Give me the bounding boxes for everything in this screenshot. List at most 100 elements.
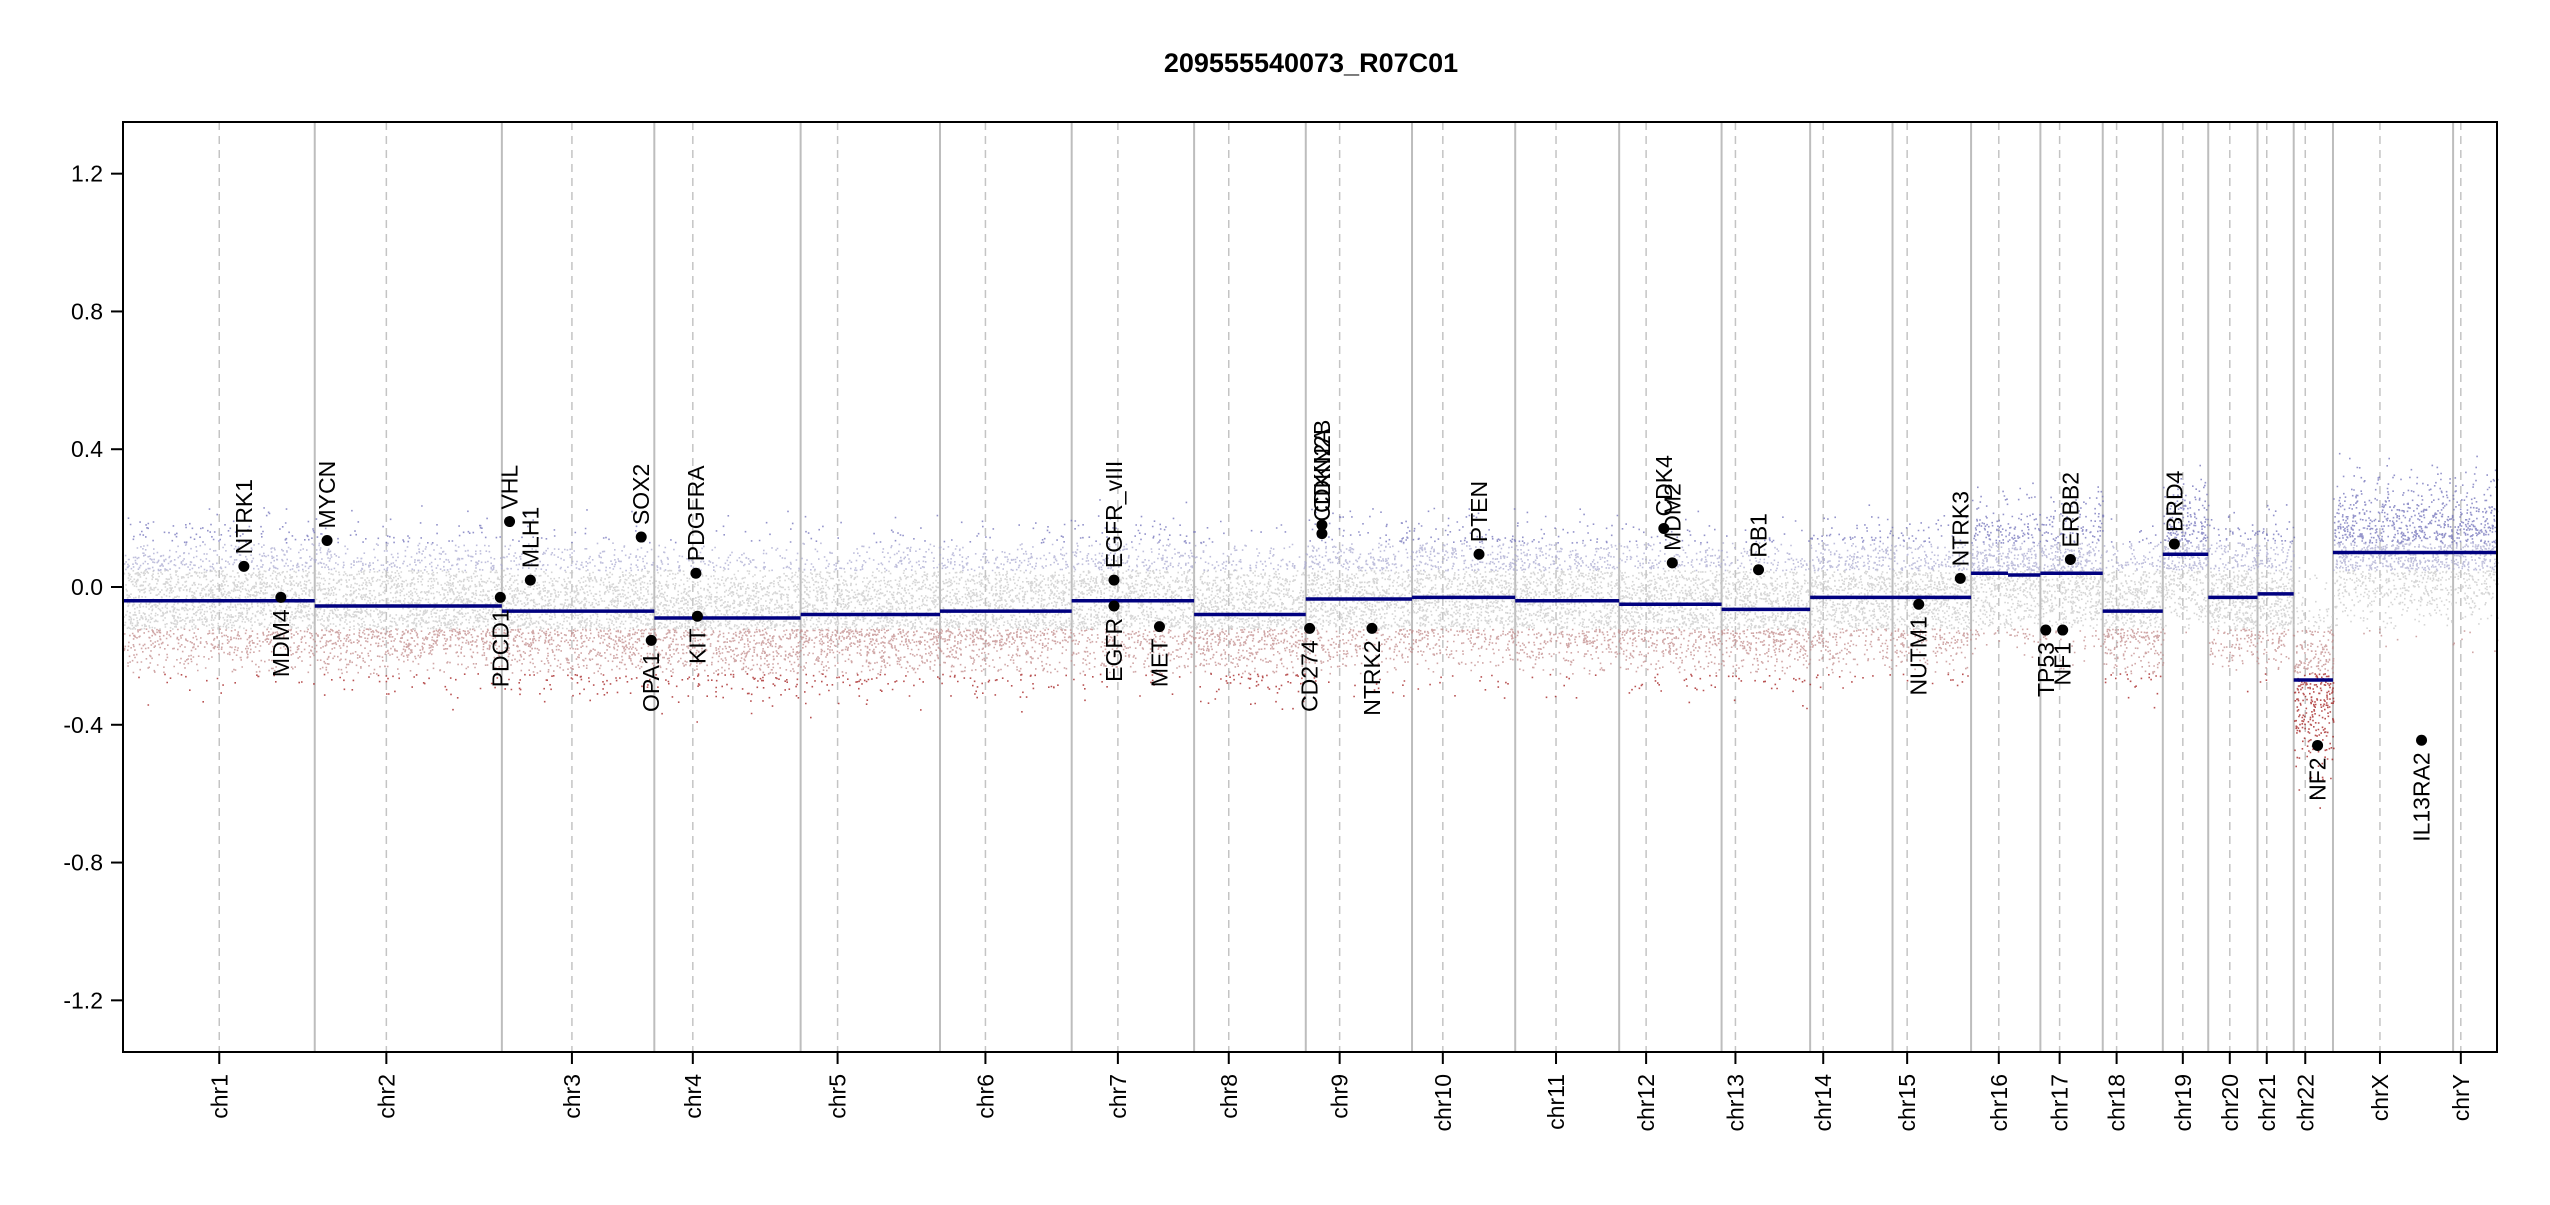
chromosome-dividers — [218, 122, 2462, 1052]
chromosome-label: chr9 — [1327, 1074, 1353, 1119]
gene-point — [691, 610, 703, 622]
gene-point — [2064, 553, 2076, 565]
gene-label: NF1 — [2050, 642, 2076, 685]
gene-point — [1108, 574, 1120, 586]
gene-label: MLH1 — [517, 507, 543, 568]
chromosome-label: chr18 — [2104, 1074, 2130, 1132]
y-tick-label: 0.8 — [71, 298, 103, 324]
chromosome-label: chrX — [2367, 1074, 2393, 1121]
gene-label: CDKN2B — [1309, 420, 1335, 513]
gene-point — [238, 560, 250, 572]
gene-label: NTRK2 — [1359, 640, 1385, 715]
y-tick-label: 0.0 — [71, 574, 103, 600]
probe-cloud — [123, 542, 2499, 572]
gene-point — [524, 574, 536, 586]
gene-point — [2416, 734, 2428, 746]
gene-point — [1473, 548, 1485, 560]
gene-point — [635, 531, 647, 543]
gene-label: BRD4 — [2161, 470, 2187, 532]
gene-point — [2040, 624, 2052, 636]
gene-point — [1666, 557, 1678, 569]
y-tick-label: 0.4 — [71, 436, 103, 462]
chromosome-label: chr22 — [2292, 1074, 2318, 1132]
chromosome-label: chr1 — [206, 1074, 232, 1119]
gene-point — [2312, 739, 2324, 751]
chromosome-label: chr13 — [1722, 1074, 1748, 1132]
gene-label: NF2 — [2305, 757, 2331, 800]
gene-label: RB1 — [1746, 513, 1772, 558]
chromosome-label: chr4 — [680, 1074, 706, 1119]
gene-label: PDGFRA — [683, 465, 709, 562]
y-tick-label: -1.2 — [63, 987, 103, 1013]
y-tick-label: -0.8 — [63, 850, 103, 876]
chromosome-label: chr16 — [1986, 1074, 2012, 1132]
y-axis: -1.2 -0.8 -0.4 0.0 0.4 0.8 1.2 — [63, 161, 123, 1013]
chart-title: 209555540073_R07C01 — [1164, 48, 1458, 78]
gene-point — [690, 567, 702, 579]
gene-label: PDCD1 — [487, 609, 513, 687]
gene-label: MDM2 — [1659, 483, 1685, 551]
chromosome-label: chr14 — [1810, 1074, 1836, 1132]
chromosome-label: chr12 — [1633, 1074, 1659, 1132]
chromosome-label: chr3 — [559, 1074, 585, 1119]
gene-point — [2057, 624, 2069, 636]
chromosome-label: chr6 — [972, 1074, 998, 1119]
gene-label: MET — [1146, 639, 1172, 688]
probe-points — [123, 452, 2499, 809]
probe-cloud — [123, 569, 2499, 630]
chromosome-label: chr7 — [1105, 1074, 1131, 1119]
gene-point — [1153, 621, 1165, 633]
gene-point — [2168, 538, 2180, 550]
y-tick-label: 1.2 — [71, 161, 103, 187]
gene-point — [1108, 600, 1120, 612]
gene-point — [494, 591, 506, 603]
chromosome-label: chr5 — [825, 1074, 851, 1119]
probe-cloud — [138, 673, 2335, 809]
gene-point — [1366, 622, 1378, 634]
chromosome-label: chr2 — [373, 1074, 399, 1119]
gene-label: MYCN — [314, 461, 340, 529]
gene-label: TP53 — [2033, 642, 2059, 697]
gene-label: EGFR_vIII — [1101, 461, 1127, 568]
y-tick-label: -0.4 — [63, 712, 103, 738]
gene-label: OPA1 — [638, 652, 664, 712]
gene-point — [1316, 519, 1328, 531]
gene-point — [1304, 622, 1316, 634]
gene-label: NUTM1 — [1906, 616, 1932, 695]
gene-point — [321, 535, 333, 546]
gene-point — [1954, 572, 1966, 584]
gene-label: CD274 — [1297, 640, 1323, 712]
chromosome-label: chr17 — [2047, 1074, 2073, 1132]
gene-point — [1316, 528, 1328, 540]
chromosome-label: chrY — [2448, 1074, 2474, 1121]
gene-label: EGFR — [1101, 618, 1127, 682]
chromosome-label: chr19 — [2170, 1074, 2196, 1132]
chromosome-label: chr15 — [1894, 1074, 1920, 1132]
chromosome-label: chr11 — [1543, 1074, 1569, 1130]
chromosome-label: chr21 — [2254, 1074, 2280, 1132]
chromosome-label: chr8 — [1216, 1074, 1242, 1119]
gene-label: ERBB2 — [2057, 472, 2083, 547]
x-axis: chr1 chr2 chr3 chr4 chr5 chr6 chr7 chr8 chr9 chr1… — [206, 1052, 2474, 1132]
gene-point — [275, 591, 287, 603]
gene-point — [1658, 522, 1670, 534]
gene-point — [645, 634, 657, 646]
gene-point — [504, 516, 516, 528]
gene-label: NTRK1 — [231, 479, 257, 554]
gene-label: IL13RA2 — [2409, 752, 2435, 842]
gene-label: CDKN2A — [1309, 428, 1335, 522]
segment-lines — [123, 550, 2497, 682]
gene-point — [1913, 598, 1925, 610]
gene-label: CDK4 — [1651, 455, 1677, 517]
gene-label: SOX2 — [628, 464, 654, 525]
gene-label: NTRK3 — [1947, 491, 1973, 566]
chromosome-label: chr10 — [1430, 1074, 1456, 1132]
chromosome-label: chr20 — [2217, 1074, 2243, 1132]
gene-label: PTEN — [1466, 481, 1492, 542]
gene-label: VHL — [497, 465, 523, 510]
gene-point — [1753, 564, 1765, 576]
gene-label: KIT — [684, 628, 710, 664]
